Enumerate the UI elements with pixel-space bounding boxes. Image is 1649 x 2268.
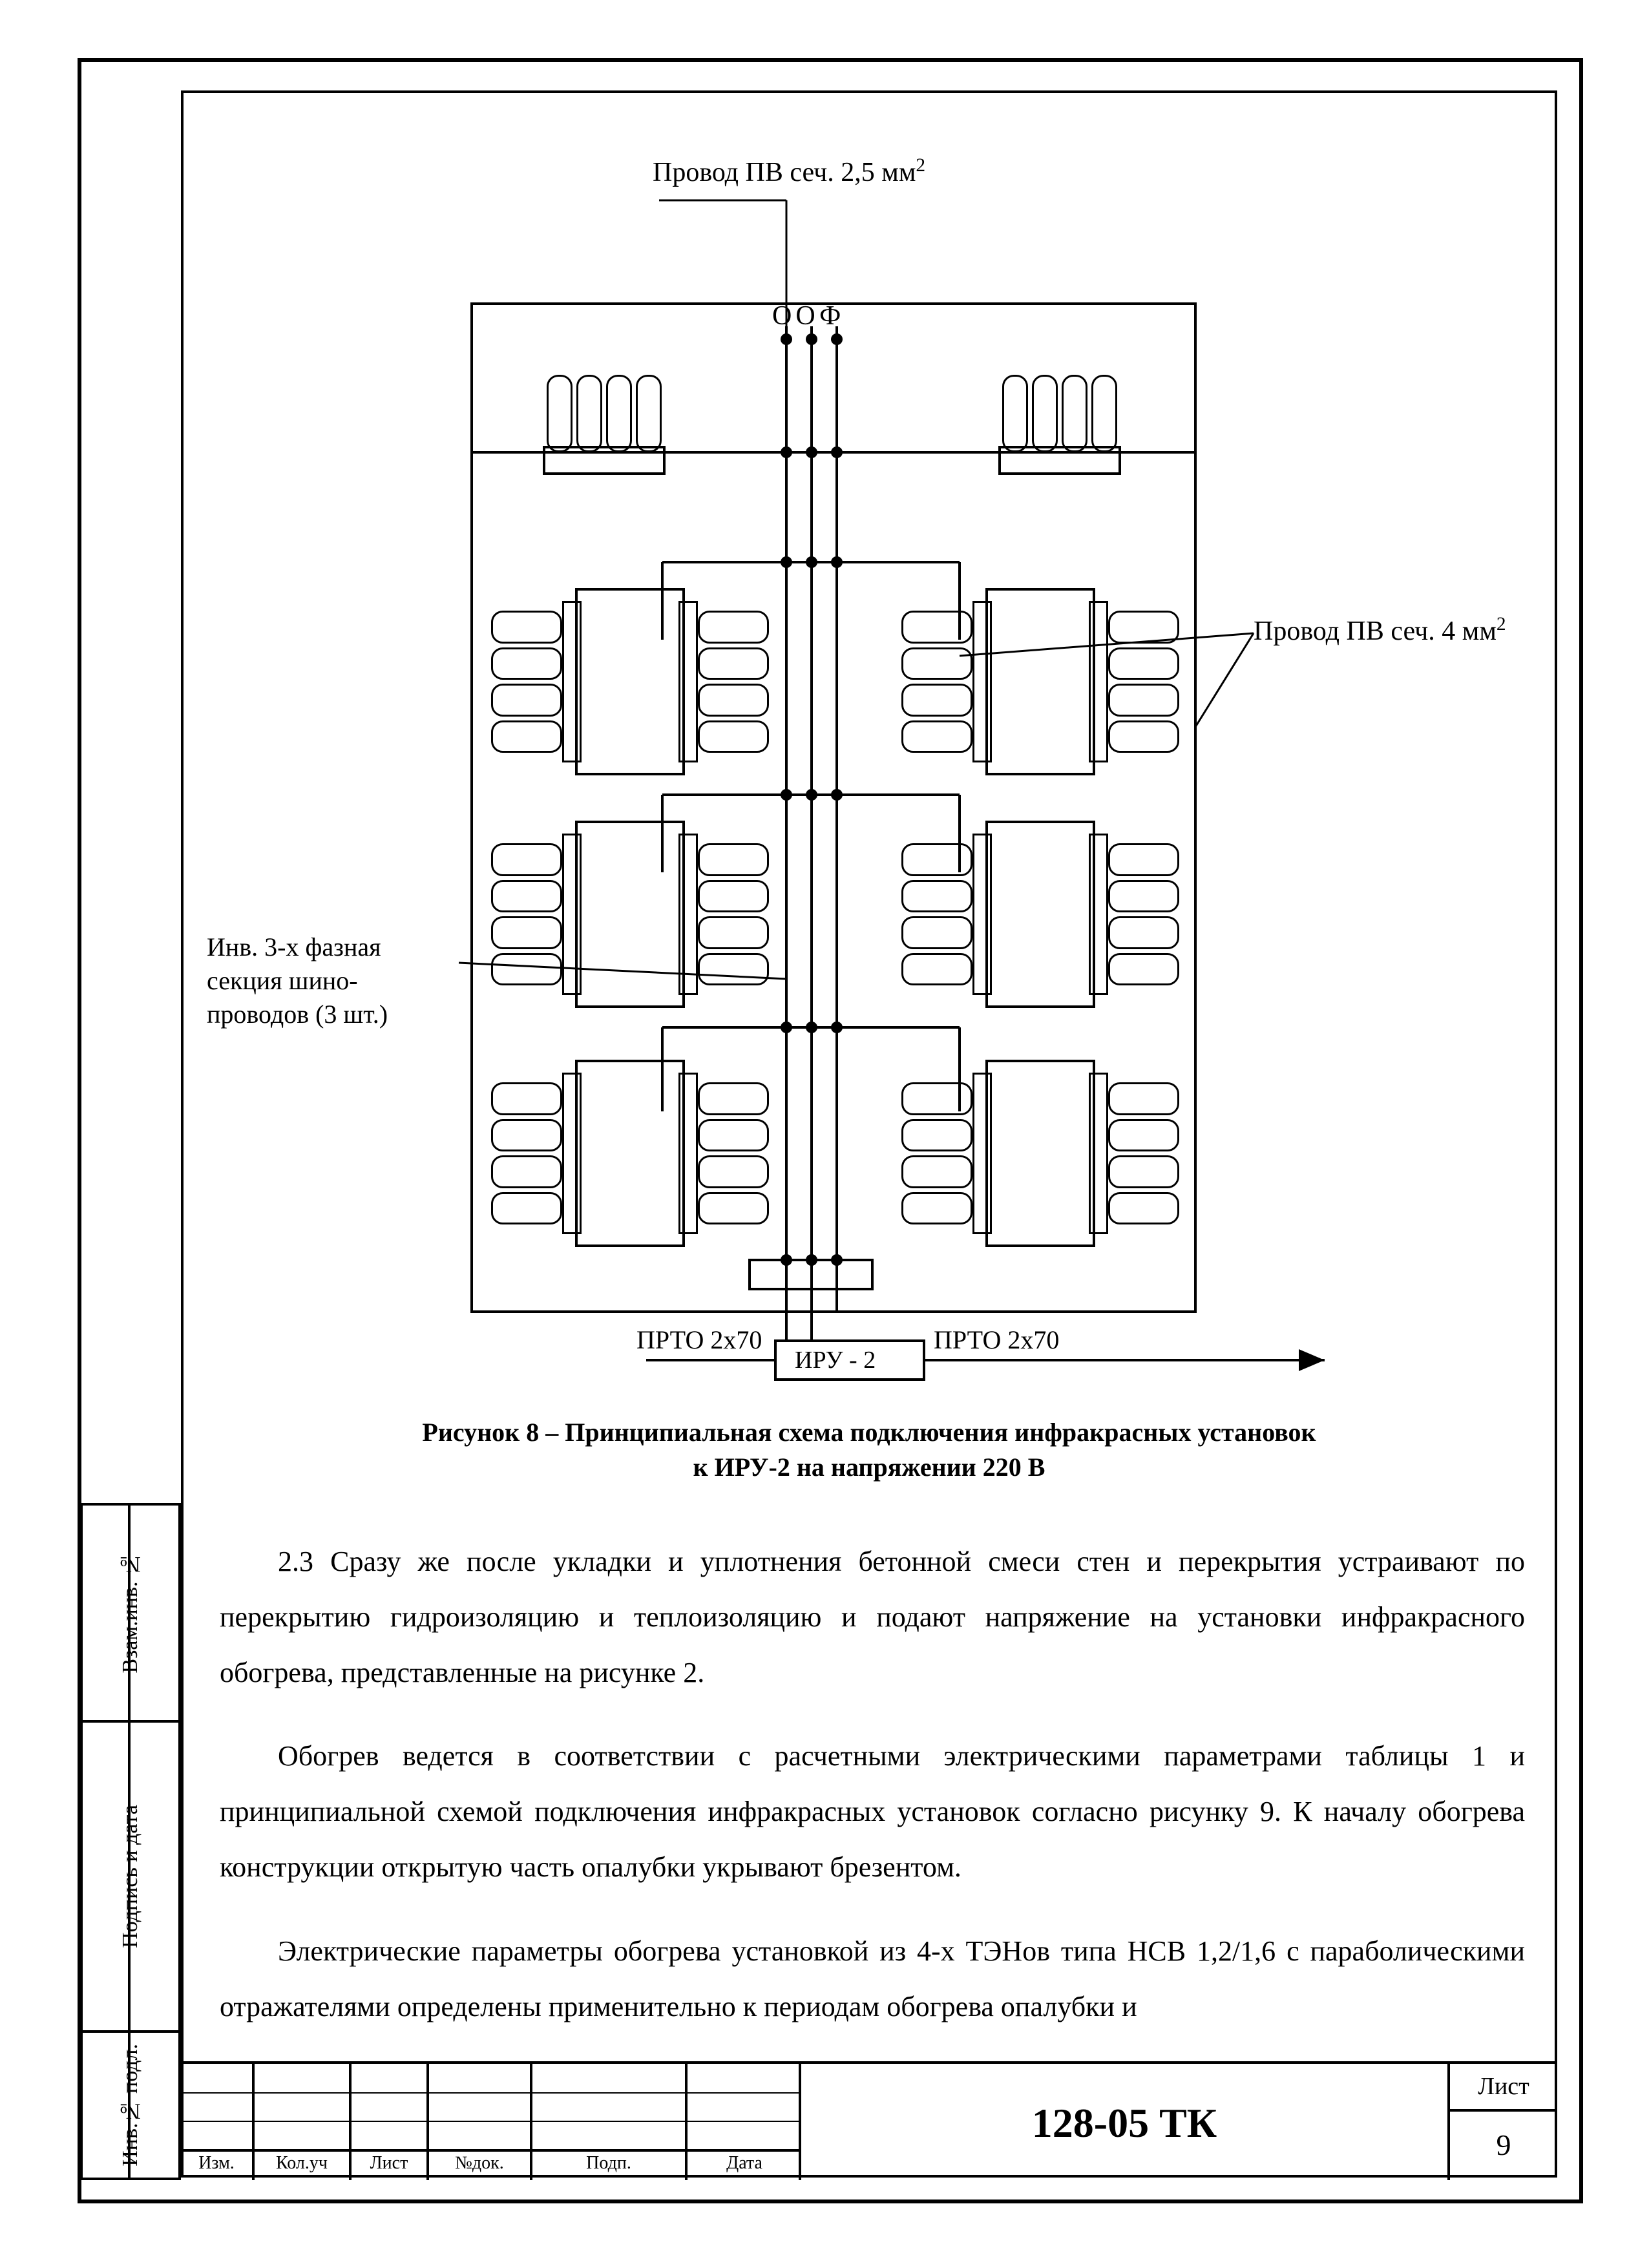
label-wire25: Провод ПВ сеч. 2,5 мм2 bbox=[653, 155, 925, 188]
side-cell-inv: Инв.№ подл. bbox=[80, 2033, 181, 2180]
para-2: Обогрев ведется в соответствии с расчетн… bbox=[220, 1728, 1525, 1895]
th-koluch: Кол.уч bbox=[255, 2153, 349, 2174]
para-1: 2.3 Сразу же после укладки и уплотнения … bbox=[220, 1534, 1525, 1700]
th-data: Дата bbox=[688, 2153, 801, 2174]
th-izm: Изм. bbox=[181, 2153, 252, 2174]
label-iru-box: ИРУ - 2 bbox=[795, 1346, 876, 1374]
label-wire4: Провод ПВ сеч. 4 мм2 bbox=[1254, 614, 1506, 647]
heater-r3-right bbox=[901, 821, 1179, 1008]
side-divider bbox=[128, 1503, 131, 2180]
label-prto-right: ПРТО 2х70 bbox=[934, 1325, 1059, 1355]
th-list: Лист bbox=[352, 2153, 426, 2174]
heater-r4-left bbox=[491, 1060, 769, 1247]
label-busbar: Инв. 3-х фазная секция шино- проводов (3… bbox=[207, 930, 388, 1031]
heater-r4-right bbox=[901, 1060, 1179, 1247]
sheet: Провод ПВ сеч. 2,5 мм2 ООФ Провод ПВ сеч… bbox=[0, 0, 1649, 2268]
label-prto-left: ПРТО 2х70 bbox=[636, 1325, 762, 1355]
para-3: Электрические параметры обогрева установ… bbox=[220, 1924, 1525, 2035]
list-label: Лист bbox=[1450, 2064, 1557, 2112]
side-cell-vzam: Взам.инв. № bbox=[80, 1503, 181, 1723]
heater-r2-left bbox=[491, 588, 769, 775]
th-ndok: №док. bbox=[429, 2153, 530, 2174]
th-podp: Подп. bbox=[532, 2153, 685, 2174]
diagram-svg bbox=[0, 0, 1649, 1454]
heater-r2-right bbox=[901, 588, 1179, 775]
heater-r3-left bbox=[491, 821, 769, 1008]
label-phases: ООФ bbox=[772, 300, 845, 331]
heater-r1-left bbox=[507, 375, 701, 475]
title-block: Изм. Кол.уч Лист №док. Подп. Дата 128-05… bbox=[181, 2061, 1557, 2178]
page-cell: Лист 9 bbox=[1447, 2064, 1557, 2180]
body-text-block: 2.3 Сразу же после укладки и уплотнения … bbox=[220, 1506, 1525, 2063]
page-number: 9 bbox=[1450, 2109, 1557, 2180]
doc-code: 128-05 ТК bbox=[801, 2099, 1447, 2147]
side-cell-podpis: Подпись и дата bbox=[80, 1723, 181, 2033]
heater-r1-right bbox=[963, 375, 1157, 475]
figure-caption: Рисунок 8 – Принципиальная схема подключ… bbox=[246, 1415, 1493, 1485]
